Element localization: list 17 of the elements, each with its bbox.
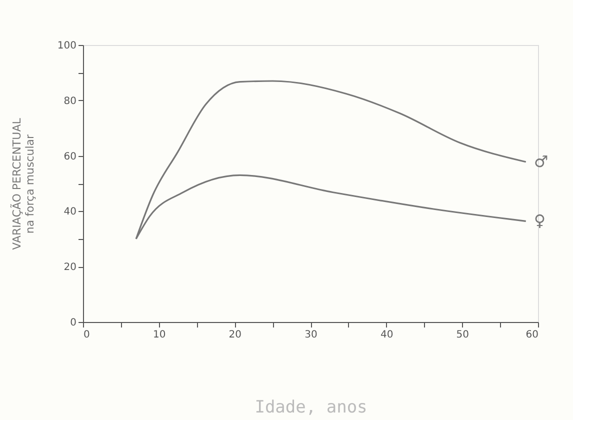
- x-tick-label: 40: [380, 330, 394, 340]
- y-axis-title: VARIAÇÃO PERCENTUAL na força muscular: [9, 117, 36, 250]
- series-label: ♀: [534, 211, 546, 230]
- x-tick-label: 10: [152, 330, 166, 340]
- y-tick-label: 100: [57, 40, 76, 52]
- x-tick-label: 30: [304, 330, 318, 340]
- x-tick-label: 60: [526, 330, 538, 340]
- y-tick-label: 20: [64, 262, 76, 274]
- series-label: ♂: [534, 152, 548, 171]
- y-tick-label: 80: [64, 96, 76, 107]
- y-tick-label: 60: [64, 151, 76, 162]
- y-tick-label: 40: [64, 206, 76, 218]
- x-axis-title: Idade, anos: [254, 398, 368, 418]
- y-tick-label: 0: [70, 318, 76, 328]
- x-tick-label: 50: [456, 330, 470, 340]
- x-tick-label: 0: [84, 330, 90, 340]
- x-tick-label: 20: [228, 330, 242, 340]
